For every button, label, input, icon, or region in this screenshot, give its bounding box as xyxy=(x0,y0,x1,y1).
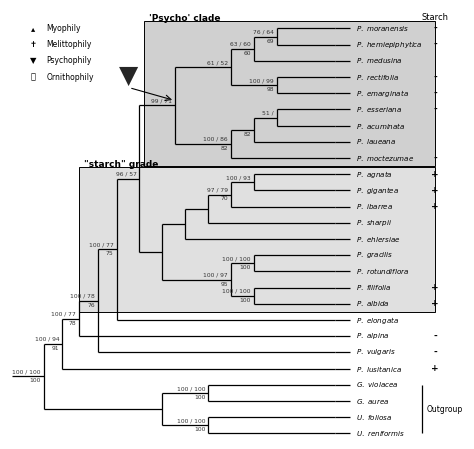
Text: 69: 69 xyxy=(266,39,274,44)
Text: $\it{P.\ moctezumae}$: $\it{P.\ moctezumae}$ xyxy=(356,153,414,163)
Text: $\it{P.\ acuminata}$: $\it{P.\ acuminata}$ xyxy=(356,121,405,131)
Text: Myophily: Myophily xyxy=(46,24,81,33)
Text: 100: 100 xyxy=(29,379,41,383)
Text: $\it{P.\ sharpii}$: $\it{P.\ sharpii}$ xyxy=(356,218,392,228)
Text: 100: 100 xyxy=(194,427,205,432)
Text: 95: 95 xyxy=(220,282,228,286)
Text: ⮕: ⮕ xyxy=(31,73,36,82)
Text: 'Psycho' clade: 'Psycho' clade xyxy=(148,14,220,23)
Text: $\it{P.\ hemiepiphytica}$: $\it{P.\ hemiepiphytica}$ xyxy=(356,39,423,50)
Text: 63 / 60: 63 / 60 xyxy=(230,42,251,47)
Text: $\it{G.\ violacea}$: $\it{G.\ violacea}$ xyxy=(356,380,399,389)
Text: $\it{P.\ emarginata}$: $\it{P.\ emarginata}$ xyxy=(356,88,409,99)
Text: 100 / 78: 100 / 78 xyxy=(70,294,95,299)
Text: Ornithophily: Ornithophily xyxy=(46,73,94,82)
Text: 99 / 71: 99 / 71 xyxy=(151,98,172,103)
Text: 100 / 100: 100 / 100 xyxy=(222,256,251,261)
Text: 100 / 97: 100 / 97 xyxy=(203,273,228,277)
Text: 100: 100 xyxy=(239,265,251,270)
Text: +: + xyxy=(431,202,439,211)
Text: 100 / 77: 100 / 77 xyxy=(89,242,114,247)
Text: 100: 100 xyxy=(239,298,251,303)
Text: -: - xyxy=(433,105,437,114)
Text: 51 /: 51 / xyxy=(262,110,274,116)
Text: 82: 82 xyxy=(220,146,228,151)
Text: 97 / 79: 97 / 79 xyxy=(207,188,228,193)
Text: -: - xyxy=(433,89,437,98)
Text: -: - xyxy=(433,154,437,163)
Text: $\it{P.\ esseriana}$: $\it{P.\ esseriana}$ xyxy=(356,105,402,114)
Text: 70: 70 xyxy=(220,197,228,202)
Text: 98: 98 xyxy=(266,87,274,92)
Text: $\it{P.\ vulgaris}$: $\it{P.\ vulgaris}$ xyxy=(356,348,396,357)
Text: $\it{P.\ rectifolia}$: $\it{P.\ rectifolia}$ xyxy=(356,72,399,82)
Text: 78: 78 xyxy=(69,321,76,326)
Text: $\it{G.\ aurea}$: $\it{G.\ aurea}$ xyxy=(356,396,390,405)
Text: 96 / 57: 96 / 57 xyxy=(116,172,137,176)
Text: 100 / 86: 100 / 86 xyxy=(203,137,228,142)
Text: ▼: ▼ xyxy=(30,57,36,66)
Text: 100 / 99: 100 / 99 xyxy=(249,78,274,83)
Text: $\it{P.\ filifolia}$: $\it{P.\ filifolia}$ xyxy=(356,283,391,292)
Text: 82: 82 xyxy=(243,132,251,136)
Text: $\it{P.\ medusina}$: $\it{P.\ medusina}$ xyxy=(356,57,402,66)
Text: $\it{U.\ foliosa}$: $\it{U.\ foliosa}$ xyxy=(356,413,392,422)
Text: 60: 60 xyxy=(244,51,251,56)
Text: $\it{P.\ laueana}$: $\it{P.\ laueana}$ xyxy=(356,137,396,146)
Text: 61 / 52: 61 / 52 xyxy=(207,60,228,65)
Text: 100 / 100: 100 / 100 xyxy=(12,370,41,374)
Bar xyxy=(79,167,435,312)
Text: ▼: ▼ xyxy=(119,64,139,88)
Text: Outgroup: Outgroup xyxy=(427,405,463,414)
Text: 100 / 77: 100 / 77 xyxy=(51,312,76,317)
Text: ✝: ✝ xyxy=(30,40,37,49)
Text: 100 / 94: 100 / 94 xyxy=(35,337,60,342)
Text: 75: 75 xyxy=(106,251,114,256)
Text: $\it{P.\ rotundiflora}$: $\it{P.\ rotundiflora}$ xyxy=(356,267,410,277)
Text: 100 / 93: 100 / 93 xyxy=(227,176,251,180)
Text: Melittophily: Melittophily xyxy=(46,40,92,49)
Text: -: - xyxy=(433,24,437,33)
Text: 100 / 100: 100 / 100 xyxy=(222,289,251,294)
Text: 91: 91 xyxy=(52,346,60,351)
Text: 76: 76 xyxy=(87,303,95,308)
Text: 100 / 100: 100 / 100 xyxy=(177,418,205,423)
Text: +: + xyxy=(431,186,439,195)
Text: $\it{P.\ ehlersiae}$: $\it{P.\ ehlersiae}$ xyxy=(356,234,401,243)
Text: Starch: Starch xyxy=(421,13,448,22)
Text: $\it{P.\ elongata}$: $\it{P.\ elongata}$ xyxy=(356,315,399,326)
Text: -: - xyxy=(433,73,437,82)
Text: 76 / 64: 76 / 64 xyxy=(253,30,274,35)
Text: -: - xyxy=(433,332,437,341)
Text: $\it{P.\ lusitanica}$: $\it{P.\ lusitanica}$ xyxy=(356,364,402,374)
Text: +: + xyxy=(431,299,439,308)
Text: -: - xyxy=(433,348,437,357)
Text: "starch" grade: "starch" grade xyxy=(84,160,158,169)
Bar xyxy=(144,21,435,166)
Text: Psychophily: Psychophily xyxy=(46,57,92,66)
Text: 100: 100 xyxy=(194,395,205,400)
Text: $\it{P.\ gracilis}$: $\it{P.\ gracilis}$ xyxy=(356,250,393,260)
Text: +: + xyxy=(431,283,439,292)
Text: ▴: ▴ xyxy=(31,24,36,33)
Text: $\it{P.\ albida}$: $\it{P.\ albida}$ xyxy=(356,299,389,308)
Text: $\it{P.\ alpina}$: $\it{P.\ alpina}$ xyxy=(356,331,389,341)
Text: +: + xyxy=(431,364,439,373)
Text: +: + xyxy=(431,170,439,179)
Text: $\it{P.\ moranensis}$: $\it{P.\ moranensis}$ xyxy=(356,24,410,33)
Text: $\it{P.\ ibarrea}$: $\it{P.\ ibarrea}$ xyxy=(356,202,393,211)
Text: $\it{P.\ gigantea}$: $\it{P.\ gigantea}$ xyxy=(356,185,399,196)
Text: 100 / 100: 100 / 100 xyxy=(177,386,205,391)
Text: -: - xyxy=(433,40,437,49)
Text: $\it{P.\ agnata}$: $\it{P.\ agnata}$ xyxy=(356,169,392,180)
Text: $\it{U.\ reniformis}$: $\it{U.\ reniformis}$ xyxy=(356,429,405,438)
